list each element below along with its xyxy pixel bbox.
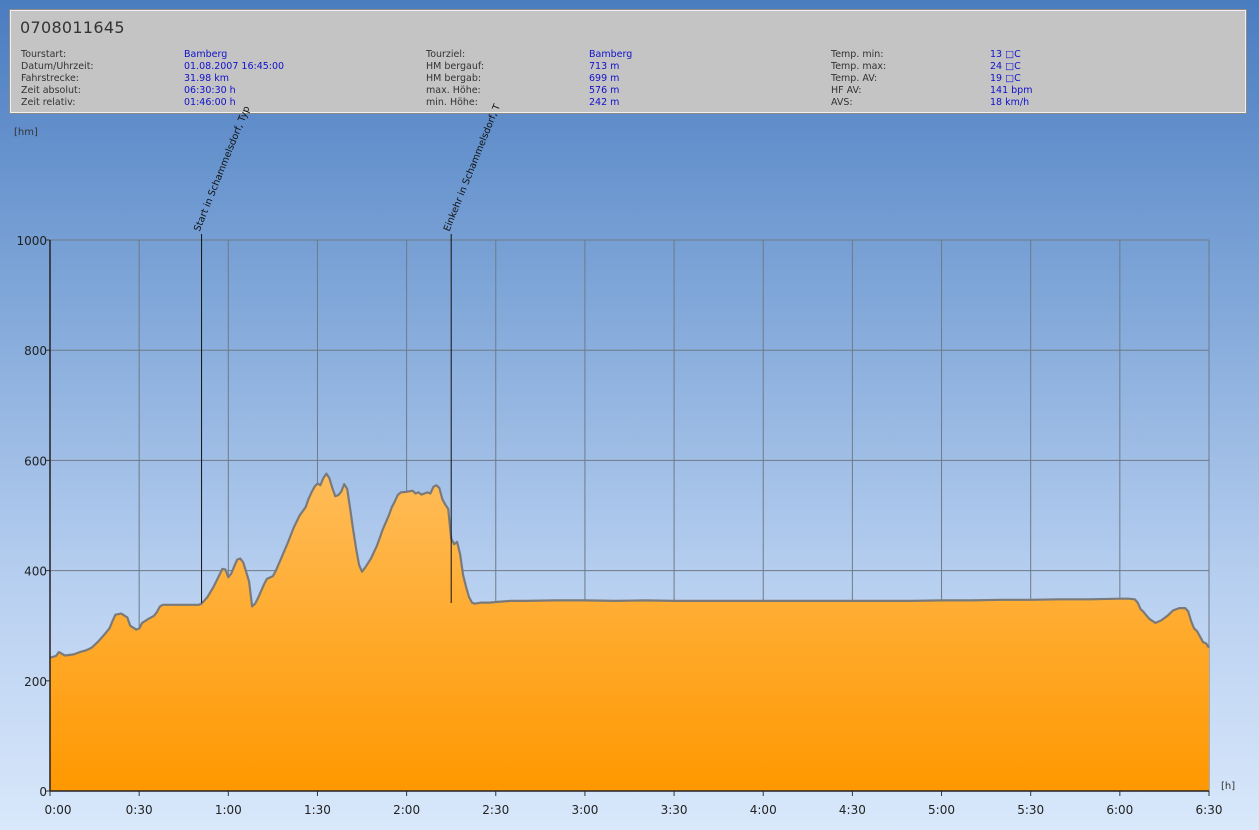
x-tick-label: 1:00 — [215, 803, 242, 817]
y-tick-label: 0 — [39, 785, 47, 799]
info-value: 18 km/h — [990, 97, 1030, 108]
info-label: Zeit absolut: — [21, 85, 81, 96]
x-tick-label: 1:30 — [304, 803, 331, 817]
x-tick-label: 0:30 — [126, 803, 153, 817]
x-axis-unit-label: [h] — [1221, 781, 1235, 792]
info-label: Tourziel: — [426, 49, 466, 60]
x-tick-label: 2:00 — [393, 803, 420, 817]
y-axis-unit-label: [hm] — [14, 127, 38, 138]
x-tick-label: 5:30 — [1017, 803, 1044, 817]
info-label: Temp. min: — [831, 49, 884, 60]
marker-label: Start in Schammelsdorf, Typ — [192, 105, 252, 233]
info-label: Fahrstrecke: — [21, 73, 79, 84]
marker-label: Einkehr in Schammelsdorf, T — [442, 102, 503, 233]
x-tick-label: 3:00 — [571, 803, 598, 817]
info-value: 576 m — [589, 85, 620, 96]
info-value: 31.98 km — [184, 73, 229, 84]
x-tick-label: 4:00 — [750, 803, 777, 817]
info-value: 13 □C — [990, 49, 1021, 60]
info-value: 713 m — [589, 61, 620, 72]
x-tick-label: 4:30 — [839, 803, 866, 817]
info-label: min. Höhe: — [426, 97, 478, 108]
info-value: 242 m — [589, 97, 620, 108]
x-tick-label: 3:30 — [661, 803, 688, 817]
info-label: Datum/Uhrzeit: — [21, 61, 94, 72]
info-label: HF AV: — [831, 85, 862, 96]
info-value: 01.08.2007 16:45:00 — [184, 61, 285, 72]
info-value: 01:46:00 h — [184, 97, 236, 108]
info-label: Tourstart: — [21, 49, 67, 60]
x-tick-label: 6:30 — [1196, 803, 1223, 817]
info-value: Bamberg — [589, 49, 633, 60]
info-label: Temp. AV: — [831, 73, 878, 84]
info-value: 06:30:30 h — [184, 85, 236, 96]
elevation-line — [49, 472, 1210, 659]
x-tick-label: 0:00 — [45, 803, 72, 817]
y-tick-label: 600 — [24, 454, 47, 468]
info-label: HM bergauf: — [426, 61, 485, 72]
info-value: 19 □C — [990, 73, 1021, 84]
elevation-fill — [50, 473, 1209, 791]
info-value: 141 bpm — [990, 85, 1033, 96]
tour-title: 0708011645 — [20, 18, 125, 37]
x-tick-label: 2:30 — [482, 803, 509, 817]
y-tick-label: 200 — [24, 675, 47, 689]
info-label: AVS: — [831, 97, 853, 108]
info-label: max. Höhe: — [426, 85, 481, 96]
elevation-area — [49, 472, 1210, 791]
tour-info-panel: 0708011645 Tourstart: Bamberg Datum/Uhrzei… — [10, 10, 1246, 113]
y-tick-label: 800 — [24, 344, 47, 358]
chart-axes: 0:00 0:30 1:00 1:30 2:00 2:30 3:00 3:30 4:00 4:30… — [16, 234, 1222, 817]
info-label: Zeit relativ: — [21, 97, 76, 108]
info-value: 699 m — [589, 73, 620, 84]
y-tick-label: 400 — [24, 565, 47, 579]
info-label: Temp. max: — [831, 61, 887, 72]
info-value: Bamberg — [184, 49, 228, 60]
info-value: 24 □C — [990, 61, 1021, 72]
info-label: HM bergab: — [426, 73, 482, 84]
x-tick-label: 6:00 — [1106, 803, 1133, 817]
x-tick-label: 5:00 — [928, 803, 955, 817]
y-tick-label: 1000 — [16, 234, 47, 248]
